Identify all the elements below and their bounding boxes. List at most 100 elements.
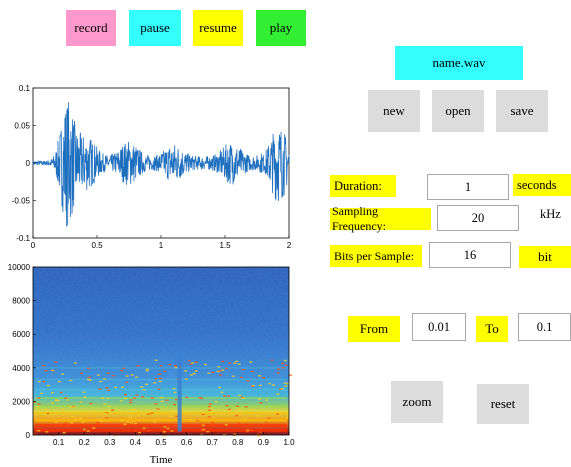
- spectrogram-speckle: [236, 405, 240, 408]
- spectrogram-speckle: [107, 389, 111, 391]
- spectrogram-speckle: [251, 384, 255, 387]
- spectrogram-speckle: [258, 398, 262, 400]
- spectrogram-speckle: [250, 370, 254, 373]
- spectrogram-speckle: [249, 429, 253, 432]
- spectrogram-speckle: [156, 408, 160, 410]
- spectrogram-speckle: [153, 382, 157, 384]
- spectrogram-x-tick-label: 0.7: [207, 438, 219, 447]
- spectrogram-speckle: [250, 408, 254, 411]
- spectrogram-speckle: [281, 362, 285, 365]
- spectrogram-speckle: [184, 378, 188, 380]
- spectrogram-speckle: [200, 397, 204, 400]
- spectrogram-speckle: [114, 386, 118, 389]
- spectrogram-speckle: [173, 365, 177, 367]
- spectrogram-speckle: [125, 381, 129, 384]
- spectrogram-speckle: [142, 389, 146, 391]
- sampling-frequency-unit-label: kHz: [540, 207, 561, 221]
- spectrogram-speckle: [129, 408, 133, 411]
- waveform-y-tick-label: -0.1: [16, 234, 30, 243]
- spectrogram-speckle: [42, 364, 46, 367]
- from-label: From: [348, 316, 400, 342]
- spectrogram-speckle: [241, 368, 245, 371]
- spectrogram-speckle: [122, 367, 126, 370]
- spectrogram-speckle: [173, 391, 177, 394]
- spectrogram-speckle: [258, 384, 262, 387]
- file-name-display: name.wav: [395, 46, 523, 80]
- spectrogram-speckle: [237, 422, 241, 425]
- spectrogram-speckle: [244, 406, 248, 408]
- spectrogram-x-tick-label: 0.6: [181, 438, 193, 447]
- spectrogram-speckle: [44, 369, 48, 372]
- spectrogram-speckle: [37, 380, 41, 383]
- waveform-y-tick-label: 0.1: [19, 84, 31, 93]
- spectrogram-speckle: [200, 429, 204, 431]
- spectrogram-speckle: [226, 395, 230, 397]
- spectrogram-speckle: [243, 418, 247, 421]
- spectrogram-speckle: [37, 429, 41, 432]
- open-button[interactable]: open: [432, 90, 484, 132]
- spectrogram-speckle: [220, 391, 224, 394]
- waveform-x-tick-label: 1.5: [219, 241, 231, 250]
- spectrogram-speckle: [62, 431, 66, 434]
- waveform-y-tick-label: -0.05: [12, 197, 31, 206]
- spectrogram-speckle: [105, 411, 109, 414]
- waveform-x-tick-label: 1: [159, 241, 164, 250]
- record-button[interactable]: record: [66, 10, 116, 46]
- spectrogram-speckle: [191, 362, 195, 364]
- reset-button[interactable]: reset: [477, 384, 529, 424]
- spectrogram-y-tick-label: 2000: [12, 397, 30, 406]
- new-button[interactable]: new: [368, 90, 420, 132]
- spectrogram-speckle: [96, 421, 100, 424]
- waveform-x-tick-label: 2: [287, 241, 292, 250]
- play-button[interactable]: play: [256, 10, 306, 46]
- bits-per-sample-field[interactable]: 16: [429, 242, 511, 268]
- from-field[interactable]: 0.01: [412, 313, 466, 341]
- sampling-frequency-field[interactable]: 20: [437, 205, 519, 231]
- spectrogram-speckle: [173, 403, 177, 406]
- spectrogram-speckle: [111, 374, 115, 377]
- save-button[interactable]: save: [496, 90, 548, 132]
- spectrogram-speckle: [153, 421, 157, 423]
- spectrogram-speckle: [70, 422, 74, 424]
- pause-button[interactable]: pause: [129, 10, 181, 46]
- spectrogram-speckle: [283, 359, 287, 362]
- spectrogram-speckle: [133, 408, 137, 411]
- spectrogram-speckle: [59, 424, 63, 427]
- spectrogram-speckle: [224, 367, 228, 370]
- spectrogram-speckle: [270, 359, 274, 362]
- spectrogram-speckle: [185, 396, 189, 399]
- spectrogram-speckle: [105, 387, 109, 389]
- spectrogram-speckle: [187, 359, 191, 362]
- spectrogram-speckle: [121, 386, 125, 388]
- resume-button[interactable]: resume: [193, 10, 243, 46]
- spectrogram-speckle: [208, 405, 212, 408]
- spectrogram-speckle: [74, 419, 78, 421]
- spectrogram-y-tick-label: 4000: [12, 364, 30, 373]
- spectrogram-speckle: [99, 380, 103, 383]
- spectrogram-x-tick-label: 1.0: [283, 438, 295, 447]
- spectrogram-speckle: [214, 400, 218, 403]
- spectrogram-speckle: [150, 397, 154, 399]
- spectrogram-speckle: [174, 398, 178, 401]
- spectrogram-speckle: [163, 370, 167, 373]
- spectrogram-speckle: [240, 396, 244, 399]
- spectrogram-speckle: [51, 369, 55, 372]
- spectrogram-speckle: [82, 391, 86, 393]
- spectrogram-speckle: [209, 407, 213, 409]
- duration-field[interactable]: 1: [427, 174, 509, 200]
- zoom-button[interactable]: zoom: [391, 381, 443, 423]
- spectrogram-speckle: [211, 421, 215, 423]
- spectrogram-speckle: [258, 374, 262, 377]
- spectrogram-y-tick-label: 0: [26, 431, 31, 440]
- spectrogram-speckle: [83, 396, 87, 398]
- spectrogram-speckle: [235, 414, 239, 417]
- spectrogram-speckle: [259, 427, 263, 430]
- spectrogram-speckle: [98, 388, 102, 390]
- spectrogram-speckle: [276, 413, 280, 415]
- spectrogram-speckle: [235, 360, 239, 363]
- spectrogram-speckle: [279, 388, 283, 391]
- to-field[interactable]: 0.1: [518, 313, 571, 341]
- spectrogram-y-tick-label: 6000: [12, 330, 30, 339]
- spectrogram-speckle: [276, 372, 280, 374]
- spectrogram-speckle: [138, 431, 142, 434]
